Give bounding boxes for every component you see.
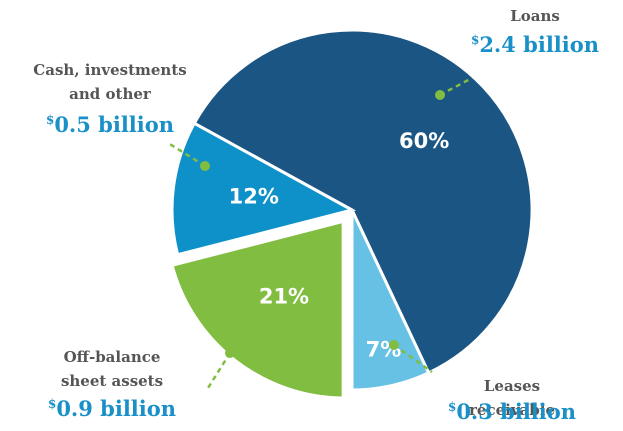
amount-label: $0.3 billion	[447, 399, 577, 424]
pie-slice	[170, 121, 357, 257]
amount-label: $2.4 billion	[470, 32, 600, 57]
callout-line	[393, 343, 433, 374]
slice-label: 12%	[229, 185, 279, 209]
category-label: Cash, investments and other	[33, 61, 187, 103]
callout-line	[167, 141, 206, 168]
category-label: Loans	[510, 7, 560, 25]
pie-slice	[166, 215, 348, 403]
slice-label: 21%	[259, 285, 309, 309]
slice-label: 60%	[399, 129, 449, 153]
pie-slice	[350, 209, 431, 392]
callout-dot	[225, 348, 235, 358]
callout-dot	[200, 161, 210, 171]
category-label: Leases receivable	[469, 377, 555, 419]
amount-label: $0.5 billion	[45, 112, 175, 137]
pie-slice	[192, 28, 534, 375]
callout-line	[439, 76, 473, 97]
callout-dot	[435, 90, 445, 100]
callout-dot	[389, 340, 399, 350]
amount-label: $0.9 billion	[47, 396, 177, 421]
callout-line	[206, 352, 232, 389]
category-label: Off-balance sheet assets	[60, 348, 164, 390]
